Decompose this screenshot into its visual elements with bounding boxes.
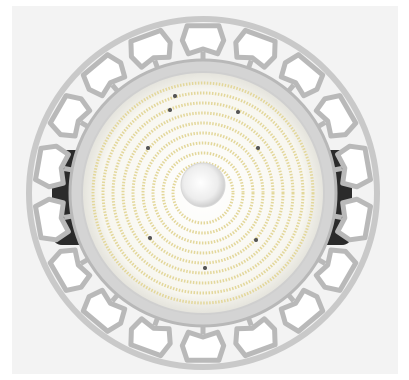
honeycomb-cell xyxy=(278,52,326,99)
led-ring xyxy=(151,141,255,245)
honeycomb-cell xyxy=(47,247,93,293)
honeycomb-cell xyxy=(313,93,359,139)
screw xyxy=(146,146,150,150)
screw xyxy=(254,238,258,242)
honeycomb-cell xyxy=(80,287,128,334)
honeycomb-cell xyxy=(128,316,173,359)
honeycomb-cell xyxy=(278,287,326,334)
screw xyxy=(173,94,177,98)
led-ring xyxy=(91,81,315,305)
led-ring xyxy=(101,91,305,295)
honeycomb-frame xyxy=(33,23,373,363)
screw xyxy=(203,266,207,270)
screw xyxy=(168,108,172,112)
led-ring xyxy=(111,101,295,285)
outer-rim xyxy=(26,16,380,370)
screw xyxy=(236,110,240,114)
honeycomb-cell xyxy=(233,27,278,70)
honeycomb-cell xyxy=(179,329,227,363)
led-ring xyxy=(161,151,245,235)
honeycomb-cell xyxy=(233,316,278,359)
honeycomb-cell xyxy=(47,93,93,139)
screw xyxy=(256,146,260,150)
screw xyxy=(148,236,152,240)
honeycomb-cell xyxy=(313,247,359,293)
honeycomb-cell xyxy=(179,23,227,57)
led-ring xyxy=(131,121,275,265)
led-ring xyxy=(141,131,265,255)
led-ring xyxy=(121,111,285,275)
honeycomb-cell xyxy=(33,196,71,243)
honeycomb-cell xyxy=(335,196,373,243)
honeycomb-cell xyxy=(335,143,373,190)
sensor-lens xyxy=(180,162,226,208)
honeycomb-cell xyxy=(33,143,71,190)
honeycomb-cell xyxy=(80,52,128,99)
honeycomb-cell xyxy=(128,27,173,70)
